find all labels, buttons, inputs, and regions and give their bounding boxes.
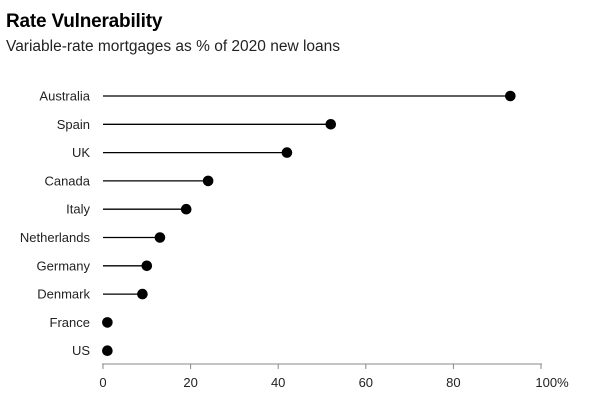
- x-tick-label-0: 0: [99, 375, 106, 390]
- lollipop-dot-australia: [505, 90, 516, 102]
- lollipop-dot-denmark: [137, 288, 148, 300]
- category-label-italy: Italy: [66, 202, 90, 217]
- lollipop-dot-italy: [180, 203, 192, 215]
- category-label-spain: Spain: [57, 117, 90, 132]
- x-tick-label-20: 20: [183, 375, 197, 390]
- category-label-germany: Germany: [37, 258, 91, 273]
- lollipop-dot-canada: [202, 175, 214, 187]
- category-label-australia: Australia: [39, 89, 90, 104]
- x-tick-label-80: 80: [446, 375, 460, 390]
- category-label-netherlands: Netherlands: [20, 230, 91, 245]
- lollipop-dot-us: [102, 345, 113, 357]
- chart-subtitle: Variable-rate mortgages as % of 2020 new…: [6, 38, 341, 55]
- lollipop-dot-netherlands: [154, 232, 166, 243]
- x-tick-label-40: 40: [271, 375, 285, 390]
- x-tick-label-60: 60: [359, 375, 373, 390]
- lollipop-dot-germany: [141, 260, 153, 272]
- chart-rows: Australia Spain UK Canada Italy Netherlands Ge…: [20, 89, 516, 358]
- lollipop-dot-france: [102, 317, 113, 328]
- x-tick-label-100: 100%: [535, 375, 569, 390]
- x-axis: 0 20 40 60 80 100%: [99, 363, 569, 390]
- category-label-us: US: [72, 343, 90, 358]
- chart-title: Rate Vulnerability: [6, 11, 163, 32]
- category-label-france: France: [50, 315, 90, 330]
- category-label-uk: UK: [72, 145, 90, 160]
- category-label-canada: Canada: [44, 173, 90, 188]
- category-label-denmark: Denmark: [37, 287, 90, 302]
- lollipop-dot-uk: [281, 147, 293, 158]
- lollipop-dot-spain: [325, 119, 337, 130]
